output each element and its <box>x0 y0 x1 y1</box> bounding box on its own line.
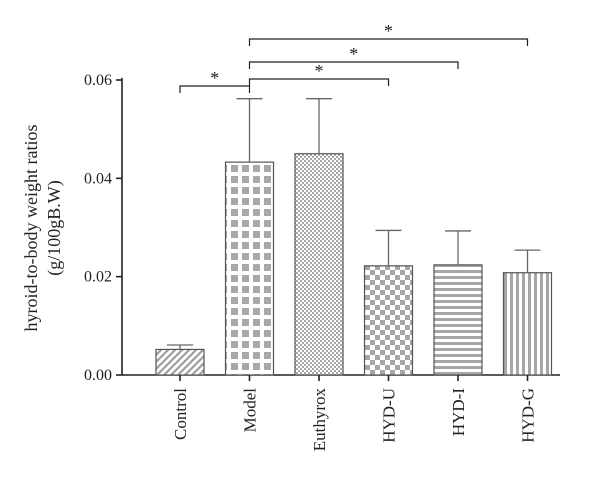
y-tick-label: 0.02 <box>84 269 112 286</box>
y-tick-label: 0.04 <box>84 170 112 187</box>
significance-marker: * <box>210 68 219 88</box>
x-tick-label: Model <box>241 388 260 433</box>
significance-bracket <box>179 85 251 93</box>
plot-area: 0.00 0.02 0.04 0.06 hyroid-to-body weight ra… <box>21 21 560 451</box>
x-tick-label: HYD-I <box>449 388 468 436</box>
y-axis-label: (g/100gB.W) <box>44 180 65 275</box>
x-tick-label: HYD-U <box>380 388 399 443</box>
significance-bracket <box>248 38 529 46</box>
x-tick-label: Euthyrox <box>310 388 329 452</box>
x-tick-label: HYD-G <box>519 388 538 443</box>
bar-hyd-g <box>502 272 553 376</box>
bar-control <box>155 348 205 376</box>
significance-bracket <box>248 61 459 69</box>
significance-marker: * <box>384 21 393 41</box>
x-tick-label: Control <box>171 388 190 440</box>
y-axis-label: hyroid-to-body weight ratios <box>21 125 41 332</box>
bar-model <box>224 161 275 376</box>
significance-marker: * <box>349 44 358 64</box>
significance-bracket <box>248 78 390 86</box>
bar-euthyrox <box>294 153 344 376</box>
significance-marker: * <box>315 61 324 81</box>
y-tick-label: 0.06 <box>84 72 112 89</box>
bar-hyd-u <box>363 265 414 376</box>
bar-hyd-i <box>433 264 483 376</box>
y-tick-label: 0.00 <box>84 367 112 384</box>
